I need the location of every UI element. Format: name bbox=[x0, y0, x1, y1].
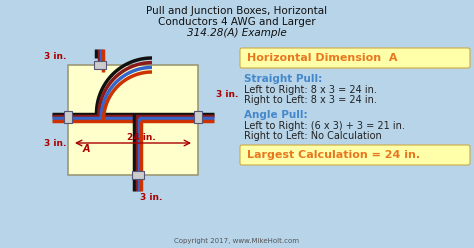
Text: Pull and Junction Boxes, Horizontal: Pull and Junction Boxes, Horizontal bbox=[146, 6, 328, 16]
Text: 3 in.: 3 in. bbox=[216, 90, 238, 99]
Text: 3 in.: 3 in. bbox=[44, 52, 66, 61]
Text: Largest Calculation = 24 in.: Largest Calculation = 24 in. bbox=[247, 150, 420, 160]
Text: Right to Left: 8 x 3 = 24 in.: Right to Left: 8 x 3 = 24 in. bbox=[244, 95, 377, 105]
Text: Straight Pull:: Straight Pull: bbox=[244, 74, 322, 84]
Text: 24 in.: 24 in. bbox=[127, 133, 155, 142]
FancyBboxPatch shape bbox=[240, 48, 470, 68]
Text: 3 in.: 3 in. bbox=[44, 139, 66, 148]
Text: 314.28(A) Example: 314.28(A) Example bbox=[187, 28, 287, 38]
Bar bbox=[68, 65, 198, 175]
Text: Copyright 2017, www.MikeHolt.com: Copyright 2017, www.MikeHolt.com bbox=[174, 238, 300, 244]
FancyBboxPatch shape bbox=[240, 145, 470, 165]
Text: Right to Left: No Calculation: Right to Left: No Calculation bbox=[244, 131, 382, 141]
Text: Conductors 4 AWG and Larger: Conductors 4 AWG and Larger bbox=[158, 17, 316, 27]
Text: Angle Pull:: Angle Pull: bbox=[244, 110, 308, 120]
Text: Left to Right: (6 x 3) + 3 = 21 in.: Left to Right: (6 x 3) + 3 = 21 in. bbox=[244, 121, 405, 131]
Bar bbox=[194, 111, 202, 123]
Bar bbox=[94, 61, 106, 69]
Text: 3 in.: 3 in. bbox=[140, 193, 163, 202]
Bar bbox=[64, 111, 72, 123]
Text: Horizontal Dimension  A: Horizontal Dimension A bbox=[247, 53, 398, 63]
Bar bbox=[132, 171, 144, 179]
Text: Left to Right: 8 x 3 = 24 in.: Left to Right: 8 x 3 = 24 in. bbox=[244, 85, 377, 95]
Text: A: A bbox=[82, 144, 90, 154]
